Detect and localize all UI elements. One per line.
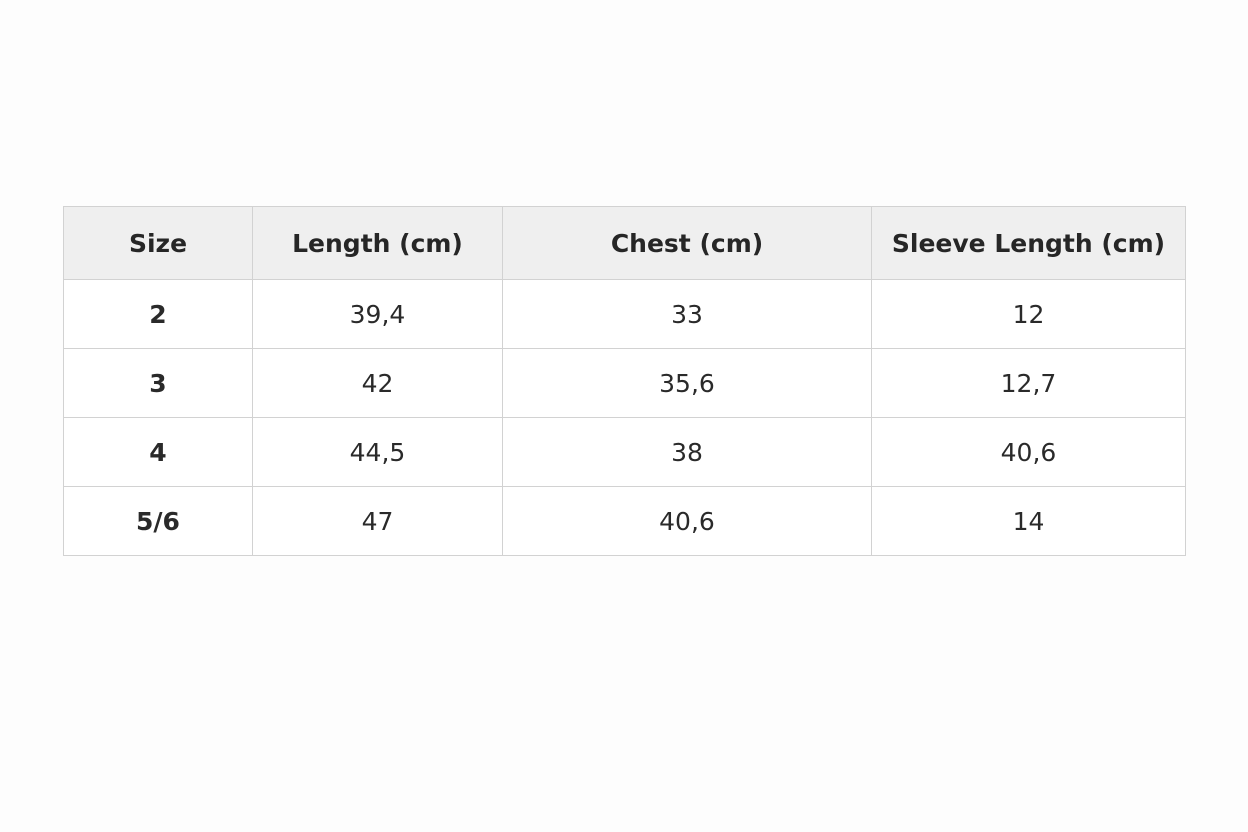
cell-chest: 35,6 (502, 348, 872, 418)
header-length: Length (cm) (252, 206, 503, 280)
cell-size: 4 (63, 417, 253, 487)
header-size: Size (63, 206, 253, 280)
cell-size: 3 (63, 348, 253, 418)
cell-length: 47 (252, 486, 503, 556)
cell-length: 42 (252, 348, 503, 418)
cell-chest: 33 (502, 279, 872, 349)
table-row: 3 42 35,6 12,7 (63, 348, 1186, 418)
cell-sleeve-length: 12 (871, 279, 1186, 349)
cell-length: 39,4 (252, 279, 503, 349)
cell-size: 5/6 (63, 486, 253, 556)
cell-sleeve-length: 14 (871, 486, 1186, 556)
header-chest: Chest (cm) (502, 206, 872, 280)
table-row: 5/6 47 40,6 14 (63, 486, 1186, 556)
cell-length: 44,5 (252, 417, 503, 487)
header-row: Size Length (cm) Chest (cm) Sleeve Lengt… (63, 206, 1186, 280)
cell-sleeve-length: 40,6 (871, 417, 1186, 487)
cell-size: 2 (63, 279, 253, 349)
cell-chest: 40,6 (502, 486, 872, 556)
cell-chest: 38 (502, 417, 872, 487)
cell-sleeve-length: 12,7 (871, 348, 1186, 418)
table-row: 2 39,4 33 12 (63, 279, 1186, 349)
header-sleeve-length: Sleeve Length (cm) (871, 206, 1186, 280)
table-row: 4 44,5 38 40,6 (63, 417, 1186, 487)
size-chart-table: Size Length (cm) Chest (cm) Sleeve Lengt… (63, 206, 1186, 556)
